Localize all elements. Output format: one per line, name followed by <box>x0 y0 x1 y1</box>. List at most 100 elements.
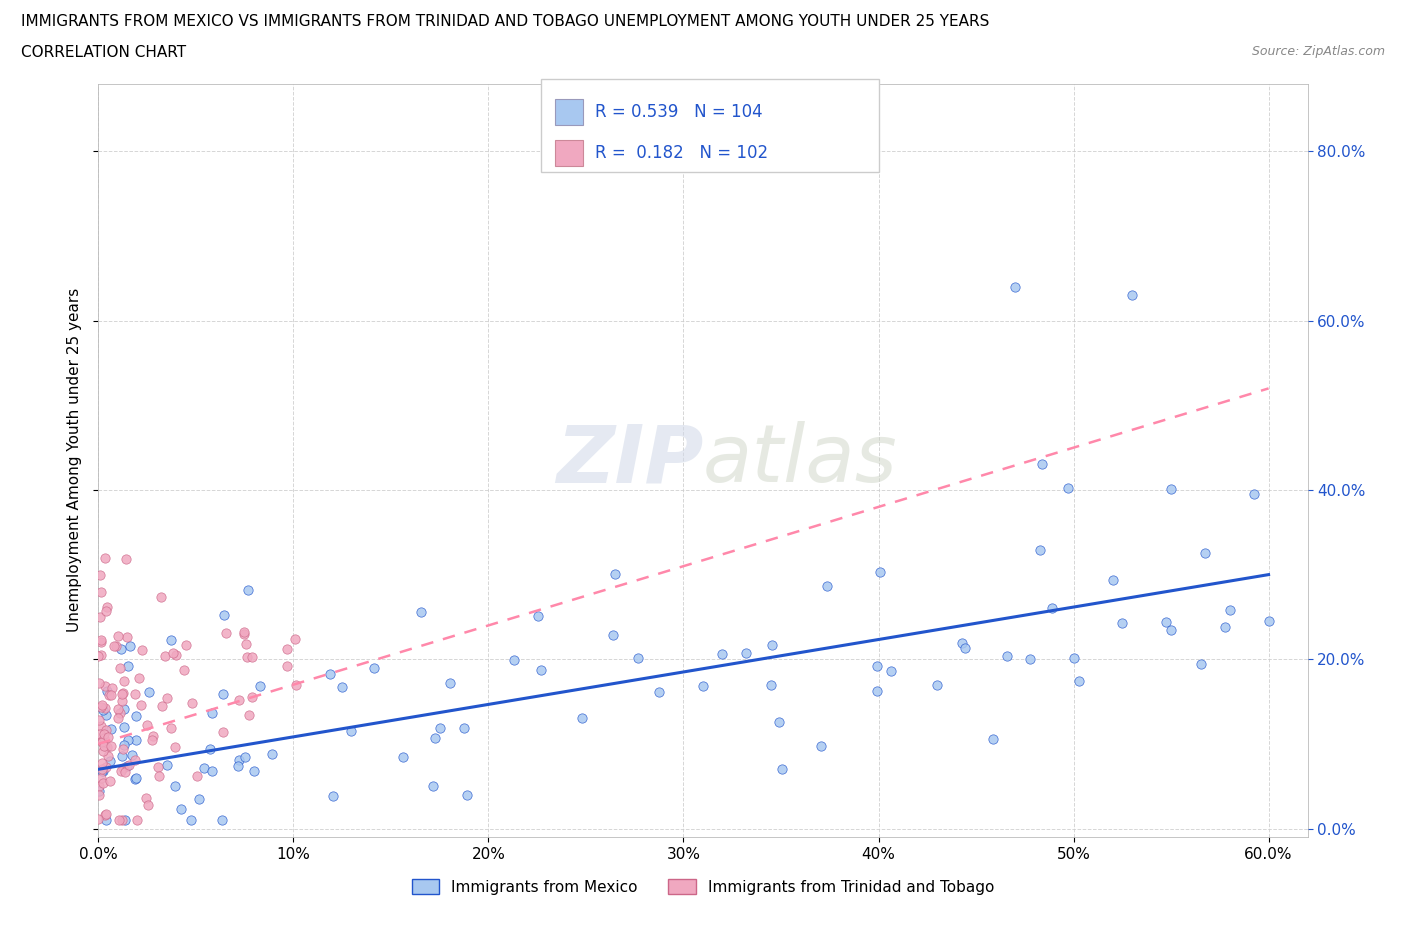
Point <box>96 600 118 615</box>
Point <box>90 762 112 777</box>
Point <box>125 709 148 724</box>
Point <box>156 758 179 773</box>
Point <box>162 645 184 660</box>
Point <box>1156 614 1178 629</box>
Point <box>925 677 948 692</box>
Point <box>425 730 447 745</box>
Point <box>87 778 110 793</box>
Point <box>87 676 110 691</box>
Legend: Immigrants from Mexico, Immigrants from Trinidad and Tobago: Immigrants from Mexico, Immigrants from … <box>405 873 1001 901</box>
Point <box>94 551 117 565</box>
Point <box>94 701 117 716</box>
Point <box>1101 573 1123 588</box>
Point <box>94 708 117 723</box>
Point <box>1056 481 1078 496</box>
Point <box>121 748 143 763</box>
Point <box>201 705 224 720</box>
Point <box>392 750 415 764</box>
Point <box>90 770 112 785</box>
Point <box>111 686 134 701</box>
Point <box>226 758 249 773</box>
Point <box>125 771 148 786</box>
Point <box>100 738 122 753</box>
Point <box>112 737 135 752</box>
Point <box>284 631 307 646</box>
Point <box>111 813 134 828</box>
Point <box>1019 652 1042 667</box>
Point <box>1189 657 1212 671</box>
Point <box>439 676 461 691</box>
Point <box>1160 622 1182 637</box>
Point <box>603 567 626 582</box>
Point <box>89 713 111 728</box>
Point <box>180 813 202 828</box>
Point <box>111 749 134 764</box>
Point <box>101 681 124 696</box>
Point <box>87 787 110 802</box>
Point <box>107 629 129 644</box>
Point <box>115 551 138 566</box>
Point <box>1004 279 1026 294</box>
Point <box>96 739 118 754</box>
Point <box>87 648 110 663</box>
Point <box>93 738 115 753</box>
Point <box>276 642 298 657</box>
Point <box>112 674 135 689</box>
Point <box>110 642 132 657</box>
Point <box>141 733 163 748</box>
Point <box>201 764 224 778</box>
Point <box>260 747 283 762</box>
Point <box>429 721 451 736</box>
Point <box>1257 613 1279 628</box>
Point <box>100 687 122 702</box>
Point <box>211 813 233 828</box>
Point <box>212 607 235 622</box>
Text: ZIP: ZIP <box>555 421 703 499</box>
Point <box>228 753 250 768</box>
Point <box>160 720 183 735</box>
Point <box>96 813 118 828</box>
Point <box>97 688 120 703</box>
Point <box>100 722 122 737</box>
Point <box>212 686 235 701</box>
Point <box>94 723 117 737</box>
Point <box>115 630 138 644</box>
Point <box>1111 616 1133 631</box>
Point <box>93 726 115 741</box>
Point <box>214 626 236 641</box>
Point <box>869 565 891 579</box>
Point <box>128 671 150 685</box>
Point <box>150 698 173 713</box>
Point <box>156 690 179 705</box>
Point <box>503 653 526 668</box>
Point <box>981 732 1004 747</box>
Point <box>103 638 125 653</box>
Point <box>118 638 141 653</box>
Point <box>124 771 146 786</box>
Point <box>89 727 111 742</box>
Point <box>108 706 131 721</box>
Point <box>319 667 342 682</box>
Point <box>249 679 271 694</box>
Point <box>110 660 132 675</box>
Point <box>136 797 159 812</box>
Point <box>90 719 112 734</box>
Point <box>236 582 259 597</box>
Point <box>815 578 838 593</box>
Text: CORRELATION CHART: CORRELATION CHART <box>21 45 186 60</box>
Point <box>602 628 624 643</box>
Point <box>200 741 222 756</box>
Point <box>330 680 353 695</box>
Y-axis label: Unemployment Among Youth under 25 years: Unemployment Among Youth under 25 years <box>67 288 83 632</box>
Point <box>165 648 187 663</box>
Point <box>89 609 111 624</box>
Point <box>91 703 114 718</box>
Point <box>117 732 139 747</box>
Point <box>115 758 138 773</box>
Point <box>236 649 259 664</box>
Point <box>114 764 136 779</box>
Point <box>96 806 118 821</box>
Point <box>89 567 111 582</box>
Point <box>111 686 134 701</box>
Point <box>91 744 114 759</box>
